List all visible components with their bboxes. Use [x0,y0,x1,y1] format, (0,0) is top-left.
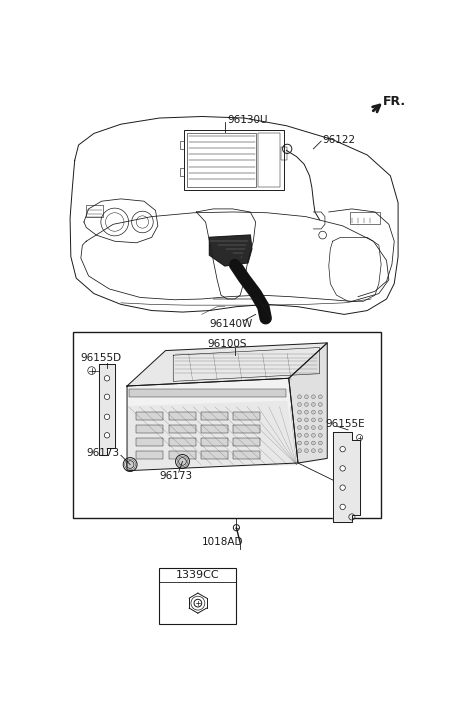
Text: 96173: 96173 [159,471,193,481]
Bar [169,438,196,446]
Text: 1339CC: 1339CC [176,571,219,580]
Bar [169,425,196,433]
Bar [136,438,163,446]
Circle shape [319,433,322,437]
Bar [187,132,256,187]
Bar [233,438,260,446]
Bar [350,212,379,225]
Circle shape [319,410,322,414]
Polygon shape [332,432,359,522]
Text: 96100S: 96100S [207,339,246,349]
Bar [136,425,163,433]
Bar [136,412,163,420]
Text: 96122: 96122 [323,134,356,145]
Circle shape [298,449,301,453]
Circle shape [298,418,301,422]
Polygon shape [289,343,327,463]
Bar [233,451,260,459]
Circle shape [305,418,308,422]
Bar [184,129,284,190]
Polygon shape [100,364,115,455]
Bar [201,425,228,433]
Circle shape [305,441,308,445]
Bar [169,412,196,420]
Polygon shape [127,343,327,386]
Circle shape [312,395,315,398]
Circle shape [319,418,322,422]
Circle shape [340,485,345,490]
Polygon shape [127,378,298,470]
Circle shape [312,403,315,406]
Circle shape [340,466,345,471]
Text: FR.: FR. [383,95,406,108]
Circle shape [104,394,110,399]
Circle shape [340,446,345,452]
Circle shape [312,449,315,453]
Bar [258,132,279,187]
Circle shape [298,425,301,430]
Circle shape [298,441,301,445]
Circle shape [312,425,315,430]
Circle shape [126,461,134,468]
Text: 96173: 96173 [86,448,120,458]
Circle shape [104,433,110,438]
Circle shape [176,454,189,468]
Bar [233,425,260,433]
Circle shape [298,410,301,414]
Polygon shape [129,401,297,468]
Bar [73,332,381,518]
Bar [233,412,260,420]
Bar [129,389,286,397]
Circle shape [312,410,315,414]
Circle shape [305,449,308,453]
Bar [159,569,236,624]
Circle shape [298,395,301,398]
Bar [201,438,228,446]
Circle shape [305,425,308,430]
Polygon shape [209,235,252,266]
Bar [136,451,163,459]
Circle shape [104,414,110,419]
Text: 96130U: 96130U [227,116,268,125]
Text: 96140W: 96140W [209,319,252,329]
Circle shape [319,441,322,445]
Circle shape [312,418,315,422]
Circle shape [298,403,301,406]
Circle shape [340,505,345,510]
Bar [86,205,103,217]
Circle shape [305,395,308,398]
Circle shape [312,441,315,445]
Circle shape [305,410,308,414]
Circle shape [305,433,308,437]
Circle shape [298,433,301,437]
Circle shape [319,425,322,430]
Text: 96155E: 96155E [325,419,365,429]
Bar [169,451,196,459]
Bar [281,147,287,161]
Circle shape [319,403,322,406]
Circle shape [305,403,308,406]
Bar [201,451,228,459]
Bar [201,412,228,420]
Circle shape [319,395,322,398]
Circle shape [123,457,137,472]
Circle shape [319,449,322,453]
Text: 1018AD: 1018AD [202,537,243,547]
Text: 96155D: 96155D [81,353,122,364]
Circle shape [312,433,315,437]
Circle shape [104,376,110,381]
Circle shape [179,457,186,465]
